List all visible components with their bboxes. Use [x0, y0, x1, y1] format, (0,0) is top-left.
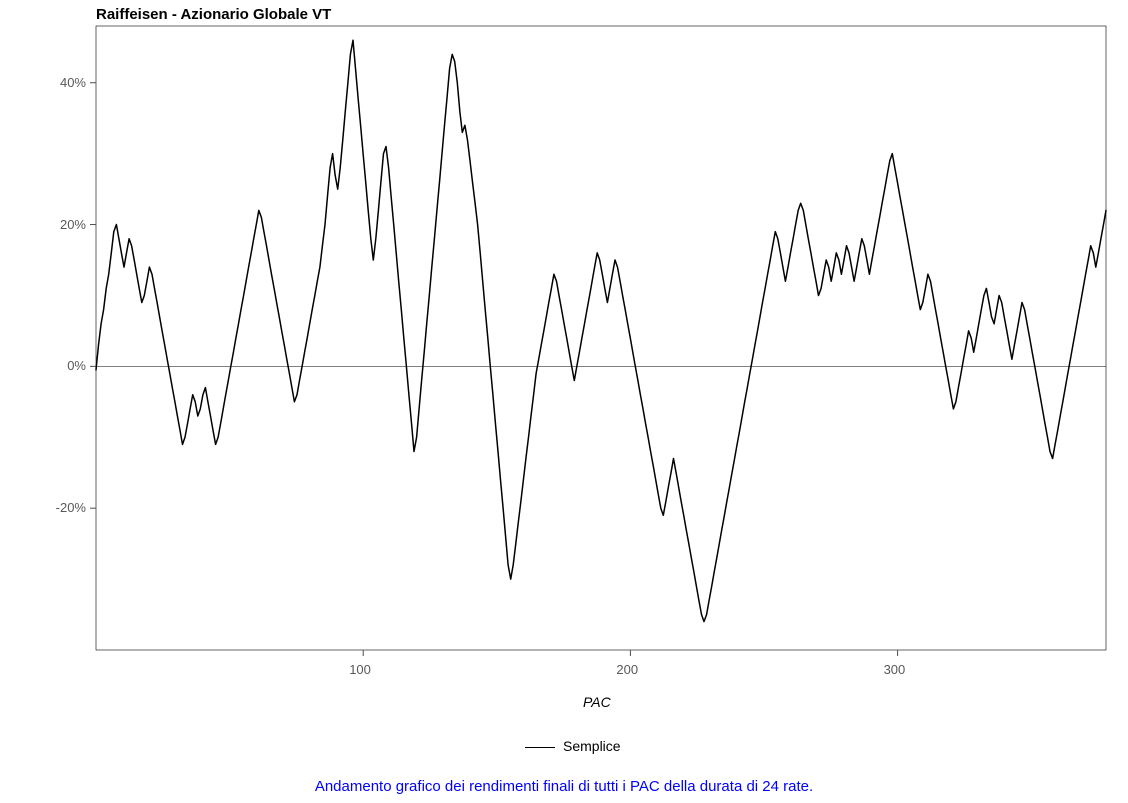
- caption: Andamento grafico dei rendimenti finali …: [0, 778, 1128, 795]
- xtick-label-1: 200: [616, 662, 638, 677]
- legend: Semplice: [525, 738, 621, 754]
- x-axis-title: PAC: [583, 694, 611, 710]
- chart-svg: [0, 0, 1128, 803]
- ytick-label-2: 20%: [36, 217, 86, 232]
- ytick-label-3: 40%: [36, 75, 86, 90]
- xtick-label-0: 100: [349, 662, 371, 677]
- ytick-label-1: 0%: [36, 358, 86, 373]
- chart-container: Raiffeisen - Azionario Globale VT -20% 0…: [0, 0, 1128, 803]
- ytick-label-0: -20%: [36, 500, 86, 515]
- xtick-label-2: 300: [884, 662, 906, 677]
- legend-label: Semplice: [563, 738, 621, 754]
- legend-line-icon: [525, 747, 555, 748]
